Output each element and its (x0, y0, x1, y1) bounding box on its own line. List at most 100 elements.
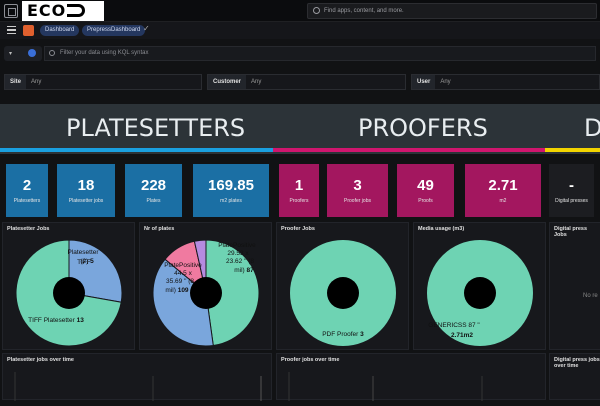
pie-label: 23.62 " (8 (226, 258, 254, 265)
proofers-color-bar (273, 148, 545, 152)
banner-title-platesetters: PLATESETTERS (66, 114, 246, 142)
pie-label: TIFF (77, 259, 91, 266)
search-icon (49, 50, 55, 56)
pie-label: TIFF Platesetter 13 (28, 317, 84, 324)
donut-hole (53, 277, 85, 309)
panel-digital-press-jobs-over-time: Digital press jobs over time (549, 353, 600, 400)
nav-bar: Dashboard PrepressDashboard ✓ (0, 22, 600, 39)
pie-label: 29.53 x (227, 250, 249, 257)
user-label: User (412, 75, 436, 89)
donut-hole (190, 277, 222, 309)
panel-platesetter-jobs-over-time: Platesetter jobs over time (2, 353, 272, 401)
stat-tile[interactable]: - Digital presses (549, 164, 594, 217)
stat-value: 1 (294, 177, 304, 194)
menu-icon[interactable] (7, 26, 16, 34)
panel-title: Nr of plates (144, 226, 175, 232)
stat-tile[interactable]: 228 Plates (125, 164, 182, 217)
stat-label: m2 (499, 198, 507, 204)
chevron-down-icon: ▾ (9, 51, 13, 57)
pie-label: GENERICSS 87 " (428, 322, 480, 329)
panel-proofer-jobs-over-time: Proofer jobs over time (276, 353, 546, 401)
stat-tile[interactable]: 3 Proofer jobs (327, 164, 388, 217)
brand-text: ECO (27, 1, 67, 20)
pie-label: Platesetter (67, 249, 99, 256)
pie-label: PlatePositive (164, 262, 202, 269)
stat-label: m2 plates (220, 198, 242, 204)
stat-label: Proofers (289, 198, 309, 204)
site-label: Site (5, 75, 27, 89)
stat-value: 49 (417, 177, 434, 194)
banner-title-digital: DI (584, 114, 600, 142)
customer-value: Any (251, 79, 262, 85)
stat-value: 2 (22, 177, 32, 194)
pie-chart-platesetter-jobs: TIFF Platesetter (2) 5 TIFF Platesetter 13 (15, 239, 123, 347)
stat-value: 2.71 (488, 177, 518, 194)
stat-tile[interactable]: 2.71 m2 (465, 164, 541, 217)
stat-label: Plates (146, 198, 161, 204)
pie-label: 35.69 " (8 (166, 278, 194, 285)
pie-label: 44.5 x (174, 270, 192, 277)
timeline-chart-platesetter (14, 372, 262, 401)
user-selector[interactable]: User Any (411, 74, 600, 90)
stat-label: Proofer jobs (344, 198, 371, 204)
panel-title: Media usage (m3) (418, 226, 465, 232)
pie-slice[interactable] (152, 258, 214, 347)
check-icon: ✓ (143, 24, 150, 33)
panel-platesetter-jobs: Platesetter Jobs TIFF Platesetter (2) 5 TIFF… (2, 222, 135, 350)
panel-media-usage: Media usage (m3) GENERICSS 87 " 2.71m2 (413, 222, 546, 350)
stat-tile[interactable]: 169.85 m2 plates (193, 164, 269, 217)
filter-badge-icon (28, 49, 36, 57)
site-selector[interactable]: Site Any (4, 74, 202, 90)
digital-color-bar (545, 148, 600, 152)
customer-label: Customer (208, 75, 247, 89)
stat-tile[interactable]: 1 Proofers (279, 164, 319, 217)
panel-digital-press-jobs: Digital press Jobs No re (549, 222, 600, 350)
section-banner: PLATESETTERS PROOFERS DI (0, 104, 600, 154)
pie-label: mil) 109 (165, 287, 189, 294)
stat-tile[interactable]: 2 Platesetters (6, 164, 48, 217)
global-search-input[interactable]: Find apps, content, and more. (307, 3, 597, 19)
pie-label: 2.71m2 (451, 332, 473, 339)
brand-logo: ECO (22, 1, 104, 21)
panel-title: Proofer Jobs (281, 226, 315, 232)
platesetters-color-bar (0, 148, 273, 152)
pie-slice[interactable] (205, 239, 260, 347)
stat-value: 228 (140, 177, 167, 194)
stat-value: 169.85 (208, 177, 254, 194)
panel-title: Platesetter jobs over time (7, 357, 74, 363)
brand-mark-icon (67, 4, 86, 17)
pie-chart-media-usage: GENERICSS 87 " 2.71m2 (427, 240, 533, 346)
stat-value: 18 (77, 177, 95, 194)
filter-options-button[interactable]: ▾ (4, 46, 42, 61)
breadcrumb-prepress-dashboard[interactable]: PrepressDashboard (82, 25, 146, 36)
pie-label: (2) 5 (80, 258, 94, 265)
stat-value: 3 (353, 177, 362, 194)
search-icon (313, 7, 320, 14)
panel-title: Proofer jobs over time (281, 357, 340, 363)
timeline-chart-proofer (288, 372, 483, 401)
customer-selector[interactable]: Customer Any (207, 74, 406, 90)
stat-tile[interactable]: 49 Proofs (397, 164, 454, 217)
pie-label: mil) 87 (234, 267, 254, 274)
stat-label: Platesetters (13, 198, 41, 204)
home-space-icon[interactable] (23, 25, 34, 36)
stat-label: Platesetter jobs (68, 198, 104, 204)
pie-label: PDF Proofer 3 (322, 331, 364, 338)
stat-tile[interactable]: 18 Platesetter jobs (57, 164, 115, 217)
filter-bar: ▾ Filter your data using KQL syntax (0, 42, 600, 64)
panel-nr-of-plates: Nr of plates PlatePositive 44.5 x 35.69 " (… (139, 222, 272, 350)
pie-chart-proofer-jobs: PDF Proofer 3 (290, 240, 396, 346)
top-bar: ECO Find apps, content, and more. (0, 0, 600, 22)
kql-query-input[interactable]: Filter your data using KQL syntax (44, 46, 596, 61)
donut-hole (327, 277, 359, 309)
donut-hole (464, 277, 496, 309)
stat-label: Digital presses (555, 198, 588, 204)
no-results-text: No re (583, 293, 598, 299)
breadcrumb-dashboard[interactable]: Dashboard (40, 25, 80, 36)
panel-title: Digital press jobs over time (554, 357, 600, 369)
panel-proofer-jobs: Proofer Jobs PDF Proofer 3 (276, 222, 409, 350)
stat-value: - (569, 177, 574, 194)
site-value: Any (31, 79, 42, 85)
app-logo-icon[interactable] (4, 4, 18, 18)
